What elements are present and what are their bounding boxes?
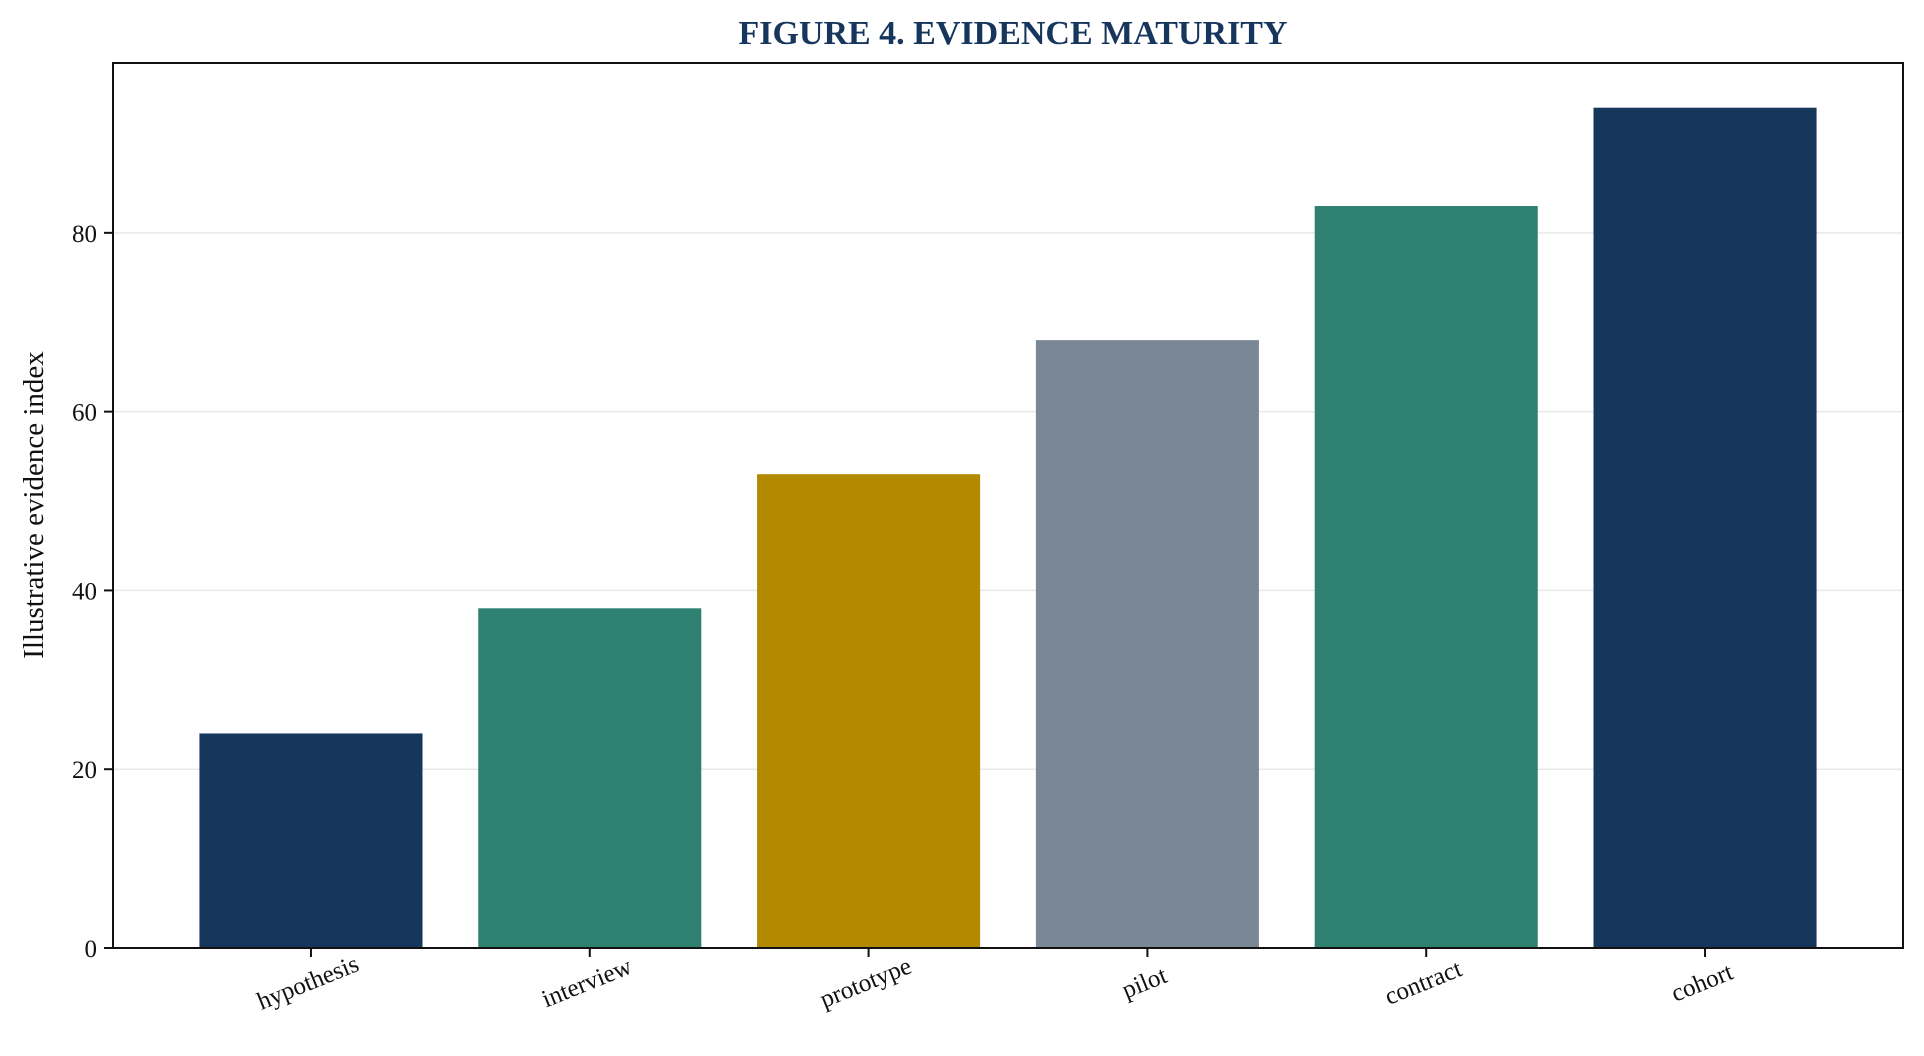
x-tick-label-contract: contract <box>1381 955 1466 1010</box>
bar-interview <box>478 608 702 948</box>
y-tick-label: 40 <box>72 578 97 605</box>
x-tick-label-prototype: prototype <box>816 953 915 1014</box>
bar-pilot <box>1035 340 1259 948</box>
bars <box>199 107 1817 949</box>
y-axis-ticks: 0 20 40 60 80 <box>72 221 113 963</box>
bar-cohort <box>1593 107 1817 949</box>
chart-title: FIGURE 4. EVIDENCE MATURITY <box>738 15 1287 52</box>
y-tick-label: 20 <box>72 757 97 784</box>
plot-frame <box>112 62 1904 949</box>
bar-contract <box>1314 206 1538 949</box>
bar-hypothesis <box>199 733 423 948</box>
x-tick-label-interview: interview <box>538 953 636 1013</box>
x-axis-ticks: hypothesis interview prototype pilot contrac… <box>254 948 1737 1016</box>
x-tick-label-hypothesis: hypothesis <box>254 950 363 1015</box>
y-tick-label: 0 <box>85 936 98 963</box>
bar-prototype <box>757 474 981 948</box>
x-tick-label-pilot: pilot <box>1118 962 1171 1004</box>
x-tick-label-cohort: cohort <box>1668 959 1737 1008</box>
y-axis-label: Illustrative evidence index <box>18 351 50 659</box>
y-tick-label: 60 <box>72 400 97 427</box>
y-tick-label: 80 <box>72 221 97 248</box>
